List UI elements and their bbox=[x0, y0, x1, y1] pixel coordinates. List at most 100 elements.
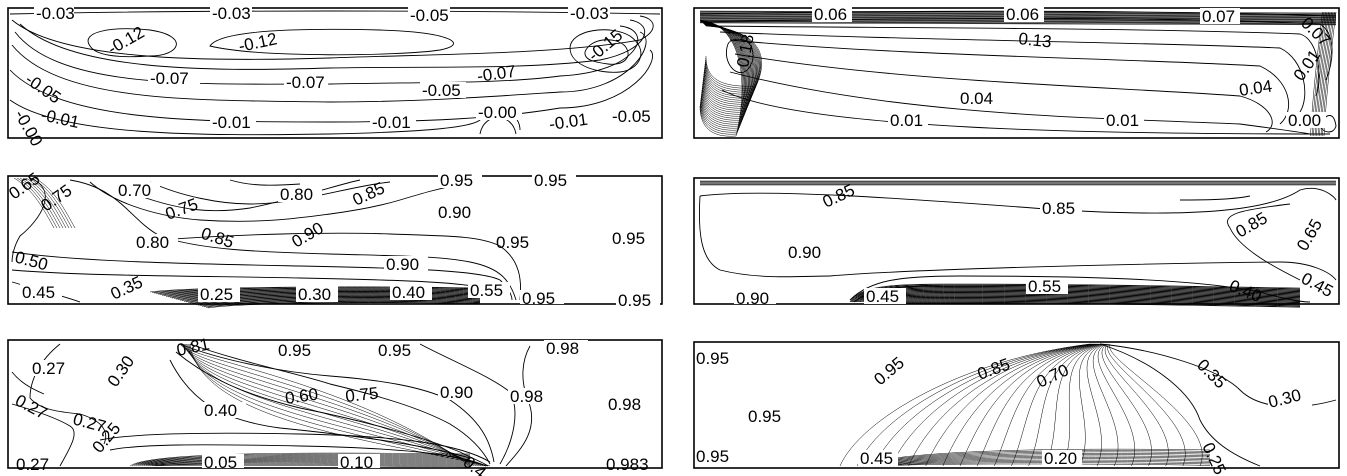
contour-lines bbox=[11, 177, 522, 303]
contour-label: 0.983 bbox=[606, 455, 649, 474]
isoline bbox=[1028, 343, 1101, 467]
contour-label: 0.90 bbox=[440, 383, 473, 402]
isoline bbox=[141, 458, 471, 467]
contour-label: 0.95 bbox=[696, 349, 729, 368]
contour-label: -0.07 bbox=[286, 73, 325, 92]
panel-temp-left: 0.65 0.70 0.75 0.75 0.80 0.85 0.95 0.95 … bbox=[5, 169, 663, 310]
contour-label: -0.07 bbox=[476, 62, 517, 86]
isoline bbox=[143, 459, 471, 467]
isoline bbox=[705, 25, 760, 93]
contour-label: 0.85 bbox=[975, 355, 1013, 384]
isoline bbox=[891, 343, 1093, 467]
contour-label: 0.70 bbox=[1034, 360, 1072, 391]
contour-label: -0.01 bbox=[548, 110, 589, 134]
isoline bbox=[925, 343, 1095, 467]
isoline bbox=[133, 454, 471, 467]
isoline bbox=[1101, 343, 1152, 467]
contour-label: 0.27 bbox=[12, 391, 50, 423]
isoline bbox=[839, 343, 1091, 467]
contour-label: 0.65 bbox=[1293, 216, 1326, 254]
contour-label: 0.06 bbox=[1006, 5, 1039, 24]
isoline bbox=[705, 25, 762, 87]
panel-stream-right: 0.06 0.06 0.07 0.07 0.18 0.13 0.01 0.04 … bbox=[693, 5, 1340, 139]
contour-label: 0.85 bbox=[1233, 208, 1271, 241]
panel-frame bbox=[7, 7, 663, 139]
contour-label: -0.03 bbox=[36, 4, 75, 23]
isoline bbox=[849, 283, 1301, 303]
isoline bbox=[703, 23, 755, 105]
isoline bbox=[1079, 343, 1104, 467]
isoline bbox=[145, 460, 471, 467]
isoline bbox=[702, 22, 752, 113]
contour-label: 0.30 bbox=[298, 285, 331, 304]
contour-label: 0.13 bbox=[1018, 29, 1053, 51]
isoline bbox=[703, 23, 754, 109]
contour-label: 0.40 bbox=[392, 283, 425, 302]
isoline bbox=[883, 459, 1211, 467]
isoline bbox=[19, 177, 61, 229]
contour-label: 0.45 bbox=[22, 283, 55, 302]
isoline bbox=[705, 25, 762, 89]
contour-label: 0.04 bbox=[960, 89, 993, 108]
contour-lines bbox=[11, 343, 533, 467]
contour-lines bbox=[698, 188, 1337, 303]
contour-label: 0.05 bbox=[204, 453, 237, 472]
contour-label: -0.12 bbox=[237, 29, 279, 56]
contour-label: 0.06 bbox=[814, 5, 847, 24]
isoline bbox=[1045, 343, 1102, 467]
contour-label: 0.25 bbox=[200, 285, 233, 304]
contour-label: 0.90 bbox=[289, 218, 327, 251]
isoline bbox=[1011, 343, 1100, 467]
contour-labels: 0.65 0.70 0.75 0.75 0.80 0.85 0.95 0.95 … bbox=[5, 169, 660, 310]
isoline bbox=[205, 301, 481, 308]
contour-label: 0.30 bbox=[104, 352, 139, 390]
isoline bbox=[16, 177, 58, 229]
isoline bbox=[1098, 343, 1135, 467]
isoline bbox=[183, 343, 477, 467]
isoline bbox=[207, 302, 481, 309]
contour-label: 0.04 bbox=[1238, 77, 1273, 100]
isoline bbox=[908, 343, 1094, 467]
isoline bbox=[153, 464, 471, 467]
contour-label: -0.03 bbox=[570, 4, 609, 23]
isoline bbox=[1086, 343, 1105, 467]
contour-label: 0.98 bbox=[608, 395, 641, 414]
contour-label: 0.95 bbox=[496, 233, 529, 252]
contour-label: 0.10 bbox=[340, 453, 373, 472]
contour-label: 0.70 bbox=[118, 181, 151, 200]
contour-label: 0.40 bbox=[204, 401, 237, 420]
contour-label: 0.07 bbox=[1297, 13, 1334, 50]
contour-lines bbox=[699, 10, 1337, 135]
isoline bbox=[151, 463, 471, 467]
isoline bbox=[976, 343, 1098, 467]
dense-isolines bbox=[700, 180, 1336, 308]
isoline bbox=[1105, 343, 1169, 467]
panel-frame bbox=[7, 339, 663, 469]
contour-label: 0.55 bbox=[470, 281, 503, 300]
contour-label: 0.45 bbox=[1298, 269, 1336, 301]
contour-label: -0.00 bbox=[478, 103, 517, 122]
panel-conc-right: 0.95 0.95 0.85 0.70 0.35 0.95 0.30 0.95 … bbox=[693, 341, 1340, 476]
isoline bbox=[994, 343, 1099, 467]
isoline bbox=[149, 462, 471, 467]
contour-label: 0.80 bbox=[136, 233, 169, 252]
contour-label: 0.65 bbox=[5, 169, 43, 204]
contour-label: 0.95 bbox=[440, 171, 473, 190]
contour-label: 0.95 bbox=[748, 407, 781, 426]
contour-label: 0.01 bbox=[1106, 111, 1139, 130]
isoline bbox=[699, 22, 1337, 26]
contour-label: 0.45 bbox=[866, 287, 899, 306]
contour-label: 0.25 bbox=[1198, 440, 1229, 476]
contour-label: 0.95 bbox=[612, 229, 645, 248]
contour-label: 0.35 bbox=[108, 272, 146, 303]
contour-label: 0.98 bbox=[546, 339, 579, 358]
contour-label: 0.90 bbox=[788, 243, 821, 262]
contour-label: 0.45 bbox=[860, 449, 893, 468]
isoline bbox=[889, 462, 1211, 467]
isoline bbox=[1109, 343, 1203, 467]
isoline bbox=[135, 455, 471, 467]
isoline bbox=[942, 343, 1096, 467]
isoline bbox=[705, 25, 761, 91]
contour-label: -0.03 bbox=[212, 4, 251, 23]
contour-label: 0.75 bbox=[344, 384, 379, 406]
